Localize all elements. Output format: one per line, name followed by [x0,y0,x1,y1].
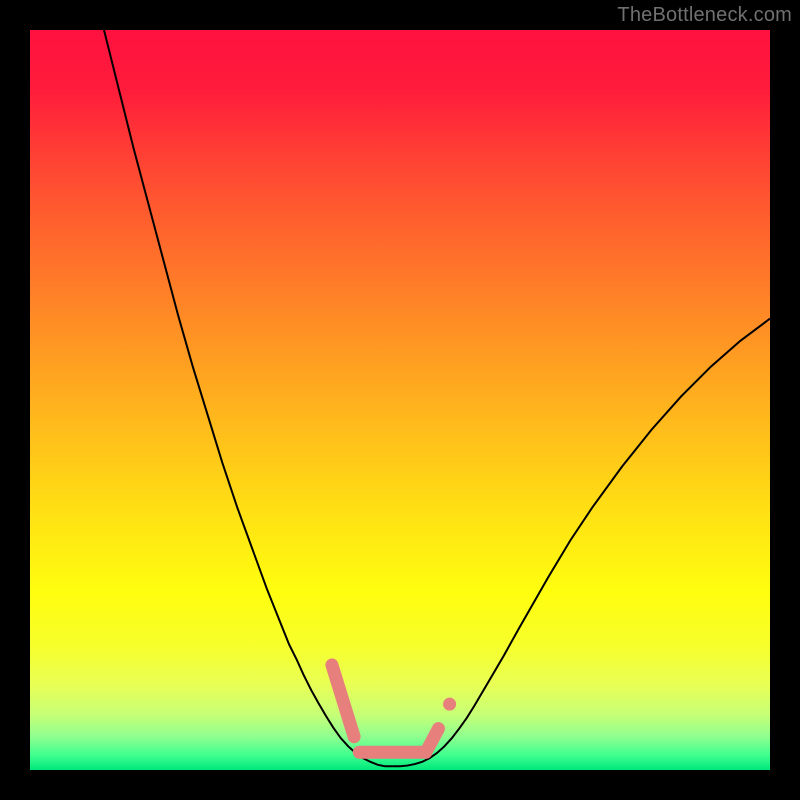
highlight-dot [443,698,456,711]
chart-container: TheBottleneck.com [0,0,800,800]
plot-background [30,30,770,770]
chart-svg [0,0,800,800]
